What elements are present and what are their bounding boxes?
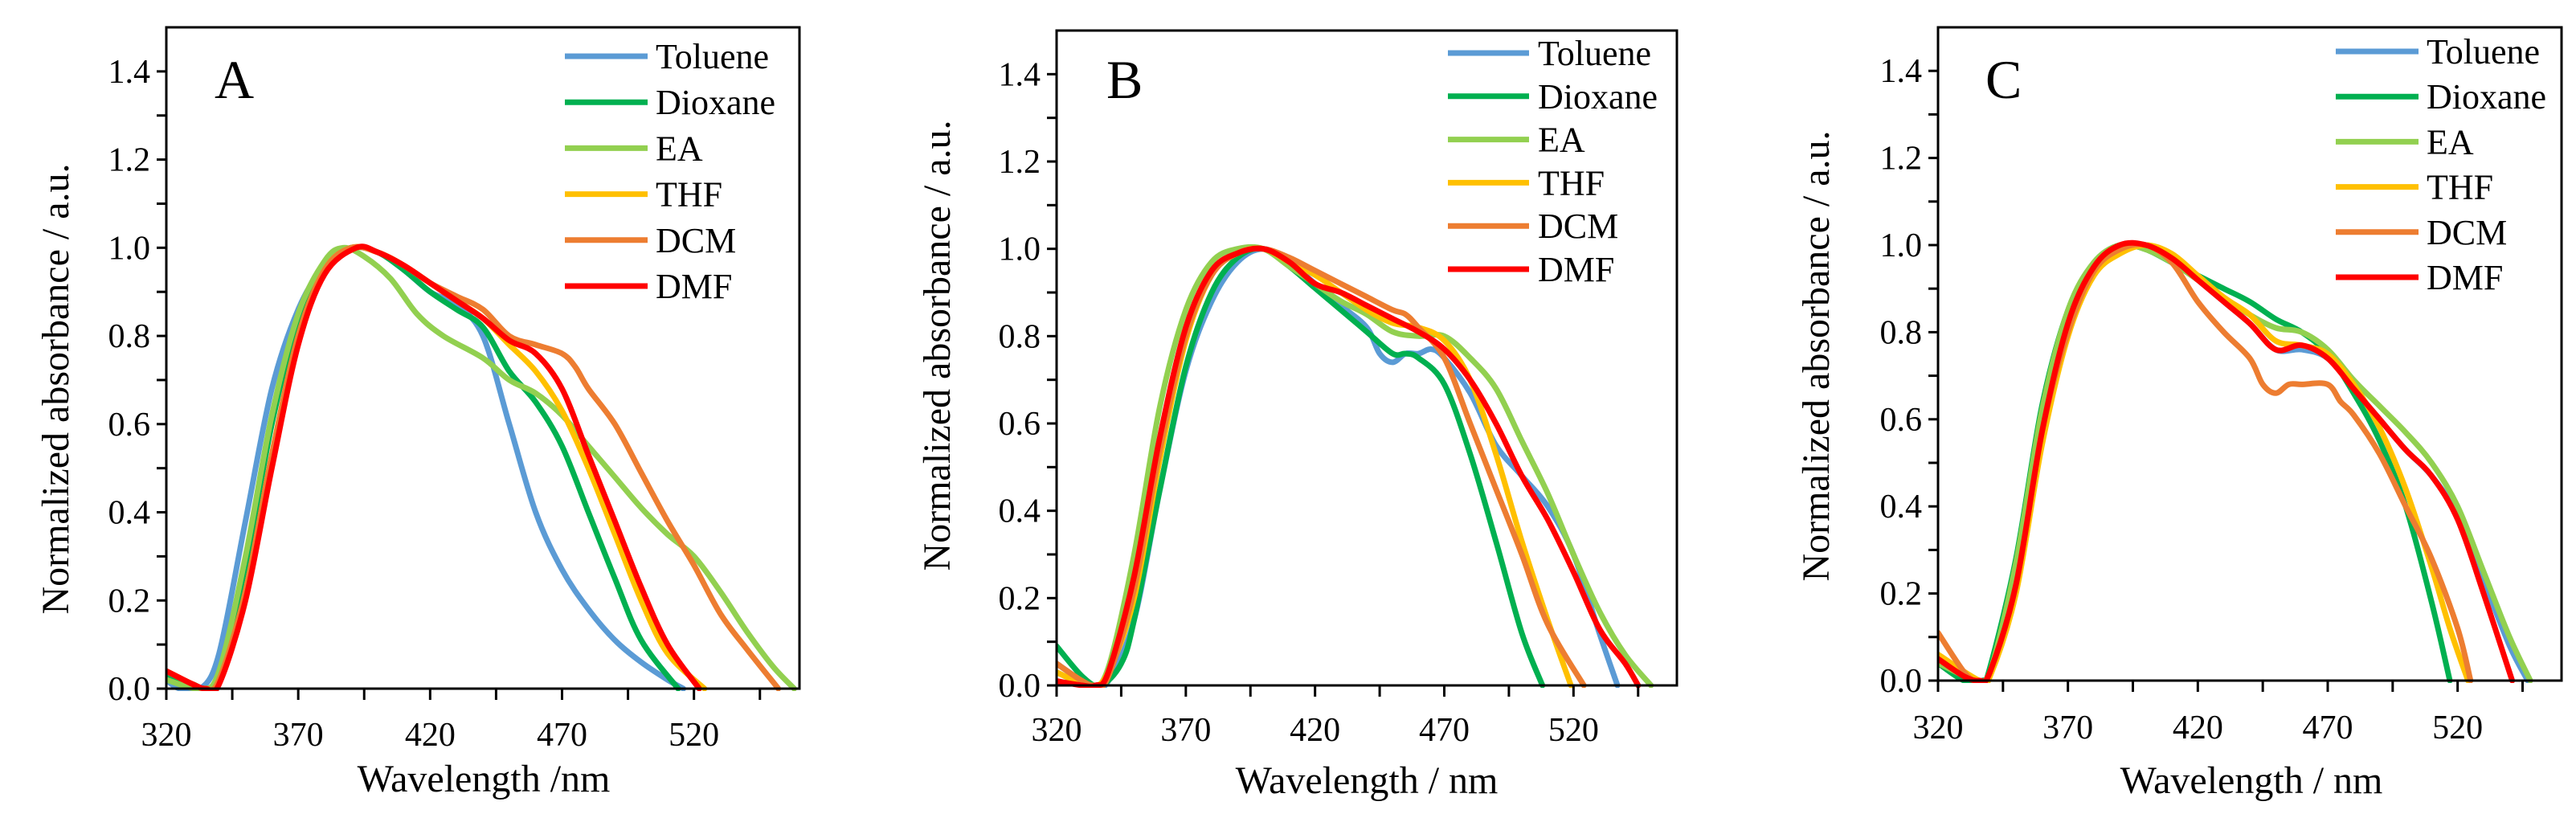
y-tick-label: 0.2 bbox=[108, 583, 151, 620]
series-line-dmf bbox=[1057, 245, 1642, 688]
y-tick-label: 0.6 bbox=[999, 406, 1041, 443]
legend-label: Dioxane bbox=[656, 83, 775, 122]
y-tick-label: 0.2 bbox=[999, 580, 1041, 617]
legend-label: DCM bbox=[1538, 207, 1618, 246]
x-tick-label: 470 bbox=[2303, 710, 2353, 746]
x-axis-label: Wavelength / nm bbox=[1236, 759, 1499, 802]
y-tick-label: 0.4 bbox=[1880, 489, 1923, 526]
legend-label: DCM bbox=[2427, 213, 2507, 252]
y-axis-label: Normalized absorbance / a.u. bbox=[916, 120, 959, 571]
y-tick-label: 0.0 bbox=[999, 668, 1041, 705]
series-line-dmf bbox=[166, 243, 702, 691]
series-line-thf bbox=[166, 243, 708, 691]
plot-frame bbox=[1055, 29, 1678, 687]
plot-frame bbox=[1936, 26, 2563, 682]
y-tick-label: 1.0 bbox=[1880, 227, 1923, 264]
panel-b: 0.0 0.2 0.4 0.6 0.8 1.0 1.2 1.4 320 370 420 470 520 W… bbox=[916, 29, 1678, 802]
x-tick-label: 370 bbox=[2042, 710, 2093, 746]
x-tick-label: 420 bbox=[2173, 710, 2223, 746]
x-axis-label: Wavelength /nm bbox=[358, 758, 611, 800]
x-tick-label: 520 bbox=[1548, 712, 1599, 749]
series-line-dcm bbox=[1057, 245, 1587, 688]
x-tick-label: 420 bbox=[405, 717, 456, 754]
panel-c: 0.0 0.2 0.4 0.6 0.8 1.0 1.2 1.4 320 370 420 470 520 W… bbox=[1795, 26, 2563, 802]
y-tick-label: 1.2 bbox=[999, 144, 1041, 181]
x-tick-label: 420 bbox=[1290, 712, 1340, 749]
y-tick-label: 1.4 bbox=[108, 54, 151, 91]
y-tick-label: 0.0 bbox=[1880, 663, 1923, 700]
legend-label: Toluene bbox=[1538, 34, 1651, 73]
panel-letter: C bbox=[1985, 49, 2022, 110]
y-tick-label: 1.0 bbox=[108, 230, 151, 267]
y-tick-label: 0.8 bbox=[108, 318, 151, 355]
legend-label: THF bbox=[1538, 163, 1605, 202]
legend-label: THF bbox=[2427, 168, 2493, 207]
panel-letter: A bbox=[215, 49, 254, 110]
legend-label: Dioxane bbox=[1538, 77, 1658, 117]
x-tick-label: 470 bbox=[537, 717, 587, 754]
series-lines bbox=[166, 243, 797, 691]
x-tick-label: 320 bbox=[1913, 710, 1964, 746]
legend-label: Dioxane bbox=[2427, 77, 2546, 117]
y-tick-label: 0.4 bbox=[108, 495, 151, 532]
x-tick-label: 520 bbox=[669, 717, 719, 754]
y-tick-label: 0.0 bbox=[108, 671, 151, 708]
legend: Toluene Dioxane EA THF DCM DMF bbox=[2336, 32, 2546, 297]
y-tick-label: 0.8 bbox=[999, 318, 1041, 355]
y-tick-label: 1.4 bbox=[1880, 53, 1923, 90]
y-tick-label: 0.6 bbox=[1880, 402, 1923, 439]
y-tick-label: 0.4 bbox=[999, 493, 1041, 530]
legend-label: EA bbox=[2427, 122, 2474, 162]
series-line-ea bbox=[1057, 243, 1654, 688]
y-tick-label: 1.2 bbox=[1880, 141, 1923, 178]
series-lines bbox=[1057, 243, 1654, 688]
series-line-dioxane bbox=[1938, 241, 2453, 683]
legend-label: DMF bbox=[656, 267, 732, 306]
y-tick-label: 1.2 bbox=[108, 142, 151, 179]
y-axis-label: Normalized absorbance / a.u. bbox=[1795, 130, 1838, 581]
series-lines bbox=[1938, 239, 2533, 683]
y-tick-label: 0.2 bbox=[1880, 576, 1923, 613]
plot-frame bbox=[165, 26, 801, 690]
y-tick-label: 0.6 bbox=[108, 407, 151, 444]
legend-label: DMF bbox=[2427, 258, 2503, 297]
x-axis-label: Wavelength / nm bbox=[2120, 759, 2383, 802]
legend-label: DCM bbox=[656, 221, 736, 260]
legend-label: EA bbox=[1538, 121, 1585, 160]
x-tick-label: 370 bbox=[1160, 712, 1211, 749]
y-axis-label: Normalized absorbance / a.u. bbox=[35, 163, 77, 614]
legend-label: Toluene bbox=[2427, 32, 2540, 72]
legend: Toluene Dioxane EA THF DCM DMF bbox=[565, 37, 775, 306]
x-tick-label: 520 bbox=[2432, 710, 2483, 746]
x-tick-label: 320 bbox=[141, 717, 192, 754]
legend-label: Toluene bbox=[656, 37, 769, 76]
panel-a: 0.0 0.2 0.4 0.6 0.8 1.0 1.2 1.4 320 370 420 470 520 W… bbox=[35, 26, 801, 800]
x-tick-label: 320 bbox=[1032, 712, 1082, 749]
y-tick-label: 1.0 bbox=[999, 231, 1041, 268]
y-tick-label: 1.4 bbox=[999, 56, 1041, 93]
y-tick-label: 0.8 bbox=[1880, 314, 1923, 351]
legend-label: THF bbox=[656, 175, 722, 215]
legend-label: DMF bbox=[1538, 250, 1614, 289]
x-tick-label: 470 bbox=[1419, 712, 1470, 749]
panel-letter: B bbox=[1106, 49, 1143, 110]
x-tick-label: 370 bbox=[273, 717, 324, 754]
legend-label: EA bbox=[656, 129, 703, 168]
series-line-dmf bbox=[1938, 239, 2516, 683]
